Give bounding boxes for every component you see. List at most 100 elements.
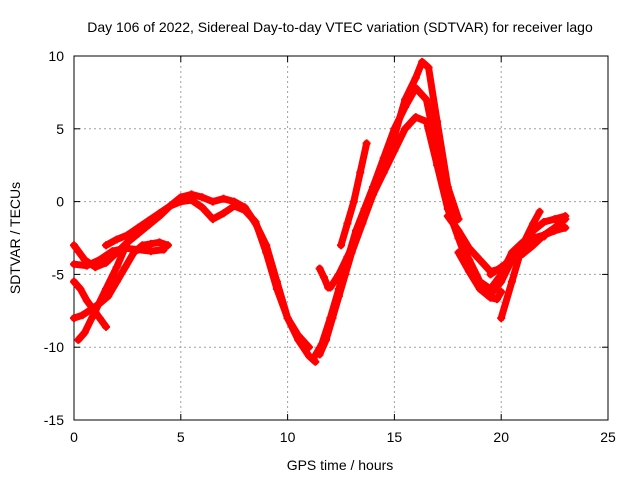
data-point [369,190,378,199]
data-point [360,212,369,221]
data-point [262,248,271,257]
data-point [497,277,506,286]
data-point [112,277,121,286]
data-point [486,293,495,302]
data-point [121,244,130,253]
data-point [390,124,399,133]
data-point [91,306,100,315]
data-point [283,314,292,323]
data-point [351,234,360,242]
data-point [272,284,281,293]
data-point [539,217,548,226]
data-point [443,212,452,221]
data-point [146,239,155,248]
data-point [529,219,538,228]
data-point [102,258,111,267]
data-point [219,209,228,218]
data-point [379,153,388,162]
data-point [134,223,143,232]
data-point [422,117,431,126]
y-tick-label: -5 [52,266,65,282]
data-point [334,284,343,293]
data-point [550,223,559,232]
x-tick-label: 5 [177,429,185,445]
data-point [74,335,83,344]
data-point [465,244,474,253]
x-tick-label: 15 [387,429,403,445]
data-point [166,201,175,210]
data-point [390,146,399,155]
data-point [146,247,155,256]
data-point [70,277,78,286]
data-point [78,311,87,320]
series-trace [70,278,110,331]
data-point [95,255,104,264]
data-point [401,124,410,133]
data-point [422,95,431,104]
data-point [112,235,121,244]
series-track-5 [70,244,168,270]
data-point [76,284,85,293]
data-point [497,287,506,296]
data-point [108,247,117,256]
data-point [379,168,388,177]
x-axis-label: GPS time / hours [287,457,394,473]
series-track-15 [486,215,570,279]
series-track-6 [102,196,313,352]
data-point [251,217,260,226]
ticks [73,55,609,421]
data-point [123,231,132,240]
data-layer [70,57,570,366]
data-point [176,197,185,206]
data-point [102,241,111,250]
data-point [475,284,484,293]
data-point [411,113,420,122]
data-point [343,252,352,261]
data-point [362,139,371,148]
data-point [163,241,172,250]
series-track-1 [70,190,320,366]
data-point [230,201,239,210]
data-point [208,215,217,224]
axis-frame [73,55,609,421]
data-point [208,197,217,206]
data-point [454,226,463,235]
data-point [317,340,326,349]
series-trace [487,215,569,278]
data-point [121,263,130,272]
grid [74,56,608,420]
data-point [70,314,78,323]
data-point [309,354,318,363]
data-point [144,216,153,225]
series-trace [74,238,131,344]
data-point [304,343,313,352]
x-tick-label: 25 [600,429,616,445]
data-point [486,270,495,279]
series-track-11 [337,139,371,250]
data-point [475,255,484,264]
data-point [535,207,544,216]
data-point [529,241,538,250]
series-trace [326,113,548,299]
data-point [294,331,303,340]
series-trace [316,58,462,358]
data-point [80,328,89,337]
data-point [95,314,104,323]
series-track-10 [315,264,333,292]
data-point [155,209,164,218]
data-point [411,73,420,82]
data-point [102,284,111,293]
data-point [454,248,463,257]
y-tick-label: -10 [44,339,64,355]
data-point [334,270,343,279]
data-point [411,84,420,93]
data-point [112,263,121,272]
data-point [159,245,168,254]
data-point [507,277,516,286]
series-track-13 [454,248,506,304]
x-tick-label: 10 [280,429,296,445]
data-point [240,206,249,215]
data-point [539,231,548,240]
y-tick-label: 5 [56,121,64,137]
